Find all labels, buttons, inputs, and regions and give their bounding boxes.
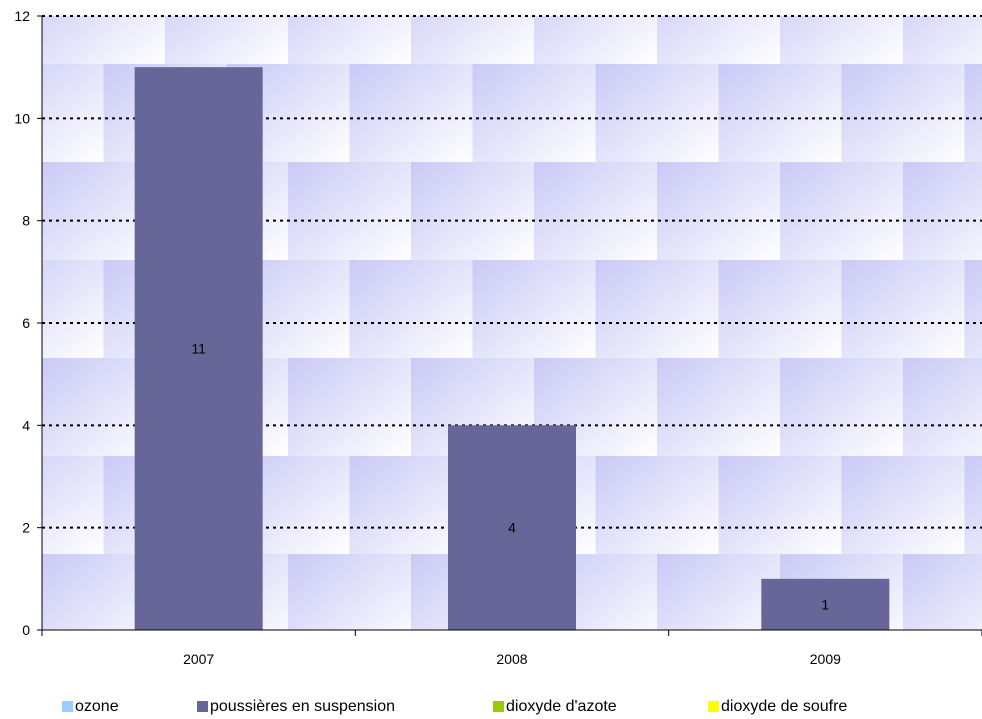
bg-tile <box>534 162 657 260</box>
bg-tile <box>472 64 596 162</box>
bar-2008 <box>448 425 576 630</box>
legend-item: poussières en suspension <box>197 698 395 715</box>
bg-tile <box>718 260 842 358</box>
bg-tile <box>595 456 719 554</box>
data-label: 1 <box>821 596 829 612</box>
data-labels: 11 4 1 <box>191 341 829 613</box>
bg-tile <box>595 260 719 358</box>
bg-tile <box>595 64 719 162</box>
y-tick-label: 10 <box>14 110 30 126</box>
legend-item: dioxyde de soufre <box>708 698 847 715</box>
bar-2007 <box>134 67 263 630</box>
bg-tile <box>964 260 982 358</box>
bg-tile <box>964 64 982 162</box>
bg-tile <box>903 358 982 456</box>
bg-tile <box>965 652 982 719</box>
y-tick-label: 0 <box>22 622 30 638</box>
legend-label: ozone <box>75 698 119 715</box>
bg-tile <box>780 162 903 260</box>
bg-tile <box>42 64 104 162</box>
bg-tile <box>288 358 411 456</box>
bg-tile <box>0 554 42 652</box>
y-tick-label: 2 <box>22 520 30 536</box>
bg-tile <box>964 456 982 554</box>
y-tick-label: 4 <box>22 417 30 433</box>
bg-tile <box>657 162 780 260</box>
bg-tile <box>718 456 842 554</box>
legend-swatch <box>62 701 73 712</box>
bg-tile <box>411 16 534 64</box>
bg-tile <box>288 162 411 260</box>
legend-label: poussières en suspension <box>210 698 395 715</box>
bg-tile <box>841 456 965 554</box>
bg-tile <box>903 162 982 260</box>
legend-swatch <box>708 701 719 712</box>
bg-tile <box>903 16 982 64</box>
bg-tile <box>841 64 965 162</box>
legend-swatch <box>197 701 208 712</box>
legend: ozone poussières en suspension dioxyde d'a… <box>62 698 847 715</box>
bg-tile <box>288 554 411 630</box>
bg-tile <box>349 260 473 358</box>
bg-tile <box>780 16 903 64</box>
axes: 0 2 4 6 8 10 12 2007 2008 2009 <box>14 8 982 667</box>
bg-tile <box>841 260 965 358</box>
bg-tile <box>42 16 165 64</box>
bg-tile <box>42 456 104 554</box>
legend-label: dioxyde d'azote <box>506 698 617 715</box>
bg-tile <box>718 64 842 162</box>
legend-item: ozone <box>62 698 119 715</box>
bg-tile <box>411 162 534 260</box>
bg-tile <box>657 16 780 64</box>
bg-tile <box>0 162 42 260</box>
bg-tile <box>903 554 982 630</box>
bg-tile <box>288 16 411 64</box>
bg-tile <box>780 358 903 456</box>
x-tick-label: 2007 <box>183 651 214 667</box>
bars <box>134 67 890 630</box>
data-label: 11 <box>191 341 206 357</box>
legend-item: dioxyde d'azote <box>493 698 617 715</box>
bg-tile <box>0 358 42 456</box>
y-tick-label: 8 <box>22 213 30 229</box>
x-tick-label: 2008 <box>496 651 527 667</box>
bg-tile <box>349 64 473 162</box>
legend-swatch <box>493 701 504 712</box>
y-tick-label: 6 <box>22 315 30 331</box>
bg-tile <box>165 16 288 64</box>
x-tick-label: 2009 <box>810 651 841 667</box>
data-label: 4 <box>508 520 516 536</box>
legend-label: dioxyde de soufre <box>721 698 847 715</box>
bg-tile <box>842 652 965 719</box>
bg-tile <box>657 554 780 630</box>
y-tick-label: 12 <box>14 8 30 24</box>
bar-2009 <box>761 578 890 630</box>
bg-tile <box>534 16 657 64</box>
bg-tile <box>657 358 780 456</box>
bg-tile <box>472 260 596 358</box>
bg-tile <box>42 260 104 358</box>
